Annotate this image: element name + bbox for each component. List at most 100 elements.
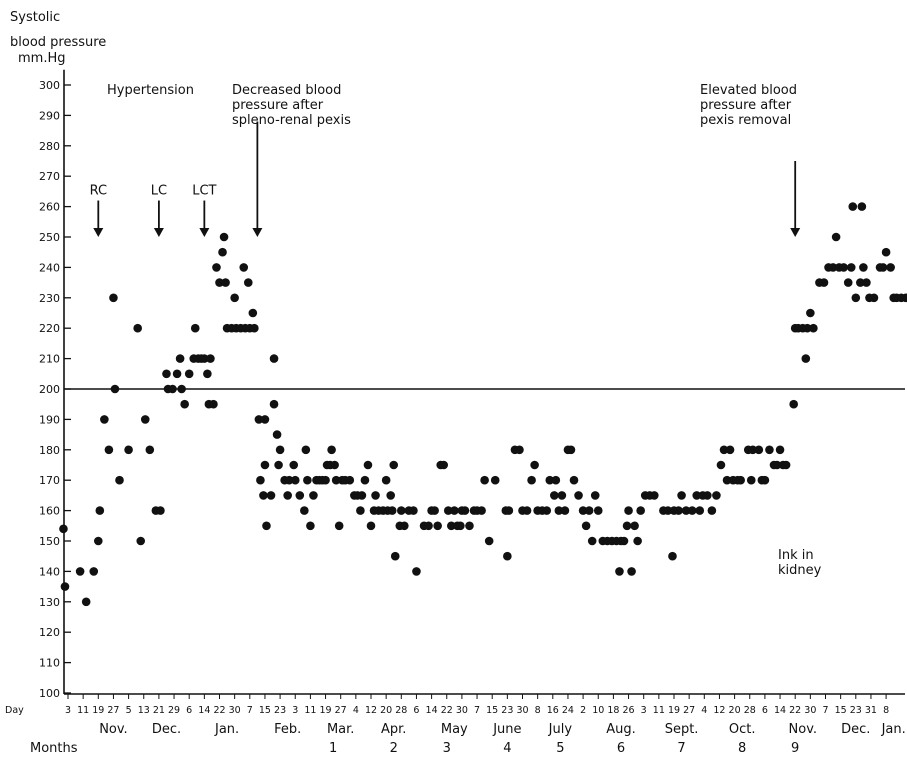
data-point-115 [433, 521, 442, 531]
x-tick-label-53: 31 [865, 705, 877, 716]
data-point-133 [503, 551, 512, 561]
data-point-50 [248, 308, 258, 318]
x-tick-label-34: 2 [580, 705, 586, 716]
data-point-235 [878, 263, 888, 272]
data-point-177 [663, 506, 673, 515]
x-tick-label-14: 23 [274, 705, 286, 716]
data-point-48 [243, 278, 253, 287]
data-point-22 [172, 369, 182, 379]
x-tick-label-25: 22 [441, 705, 453, 716]
data-point-187 [703, 491, 712, 500]
data-point-230 [859, 263, 868, 272]
x-tick-label-9: 14 [198, 705, 210, 716]
data-point-159 [593, 506, 603, 515]
data-point-3 [81, 597, 91, 607]
data-point-134 [504, 506, 514, 515]
data-point-16 [145, 445, 155, 455]
x-tick-label-15: 3 [292, 705, 298, 716]
data-point-223 [839, 263, 848, 272]
data-point-5 [94, 536, 103, 546]
data-point-9 [109, 293, 118, 303]
data-point-143 [542, 506, 552, 515]
data-point-213 [801, 354, 811, 363]
data-point-119 [446, 521, 456, 531]
data-point-81 [327, 445, 336, 455]
data-point-70 [300, 506, 309, 515]
data-point-175 [650, 491, 659, 500]
data-point-69 [295, 491, 305, 500]
month-label-11: Oct. [729, 722, 756, 737]
data-point-184 [692, 491, 702, 500]
data-point-72 [303, 475, 312, 485]
data-point-83 [331, 475, 341, 485]
data-point-151 [566, 445, 576, 455]
month-label-14: Jan. [881, 722, 906, 737]
data-point-106 [397, 506, 406, 515]
months-label: Months [30, 741, 78, 756]
data-point-6 [95, 506, 105, 515]
x-tick-label-17: 19 [320, 705, 332, 716]
y-tick-label-170: 170 [39, 474, 60, 487]
data-point-35 [209, 399, 218, 409]
x-tick-label-19: 4 [353, 705, 359, 716]
data-point-53 [256, 475, 265, 485]
data-point-110 [412, 567, 421, 576]
y-tick-label-240: 240 [39, 261, 60, 274]
data-point-236 [881, 247, 891, 257]
x-tick-label-32: 16 [547, 705, 559, 716]
data-point-227 [851, 293, 861, 303]
data-point-63 [275, 445, 285, 455]
x-tick-label-45: 28 [744, 705, 756, 716]
data-point-31 [200, 354, 209, 363]
y-tick-label-120: 120 [39, 626, 60, 639]
procedure-arrows: RC LC LCT [90, 121, 801, 237]
data-point-0 [59, 524, 68, 534]
data-point-149 [560, 506, 570, 515]
data-point-129 [480, 475, 489, 485]
annotation-hypertension-line-1: Hypertension [107, 83, 194, 98]
data-point-241 [901, 293, 907, 303]
data-point-4 [89, 567, 99, 576]
x-tick-label-44: 20 [729, 705, 741, 716]
data-point-167 [622, 521, 632, 531]
data-point-19 [162, 369, 171, 379]
x-tick-label-35: 10 [592, 705, 604, 716]
data-point-171 [633, 536, 642, 546]
data-point-193 [725, 445, 735, 455]
x-tick-label-47: 14 [774, 705, 786, 716]
data-point-226 [848, 202, 858, 211]
month-number-7: 7 [677, 741, 685, 756]
data-point-24 [177, 384, 186, 394]
data-point-182 [681, 506, 691, 515]
data-point-73 [306, 521, 315, 531]
data-point-220 [828, 263, 838, 272]
data-point-46 [239, 263, 249, 272]
data-point-62 [274, 460, 283, 470]
data-point-145 [550, 491, 559, 500]
data-point-221 [831, 232, 841, 242]
x-tick-label-5: 13 [138, 705, 150, 716]
x-tick-label-2: 19 [92, 705, 104, 716]
data-point-40 [221, 278, 230, 287]
data-point-11 [115, 475, 124, 485]
data-point-131 [490, 475, 500, 485]
data-point-214 [803, 323, 812, 333]
data-point-128 [477, 506, 486, 515]
x-tick-label-4: 5 [126, 705, 132, 716]
data-point-156 [584, 506, 594, 515]
arrow-head-3 [252, 228, 263, 237]
data-point-144 [545, 475, 555, 485]
data-point-138 [522, 506, 532, 515]
data-point-180 [674, 506, 683, 515]
y-tick-label-150: 150 [39, 535, 60, 548]
data-point-2 [75, 567, 85, 576]
x-tick-label-31: 8 [535, 705, 541, 716]
y-tick-label-190: 190 [39, 413, 60, 426]
data-point-92 [360, 475, 370, 485]
data-point-208 [781, 460, 791, 470]
data-point-56 [260, 415, 270, 424]
data-point-55 [260, 460, 270, 470]
month-number-2: 2 [390, 741, 398, 756]
month-number-1: 1 [329, 741, 337, 756]
